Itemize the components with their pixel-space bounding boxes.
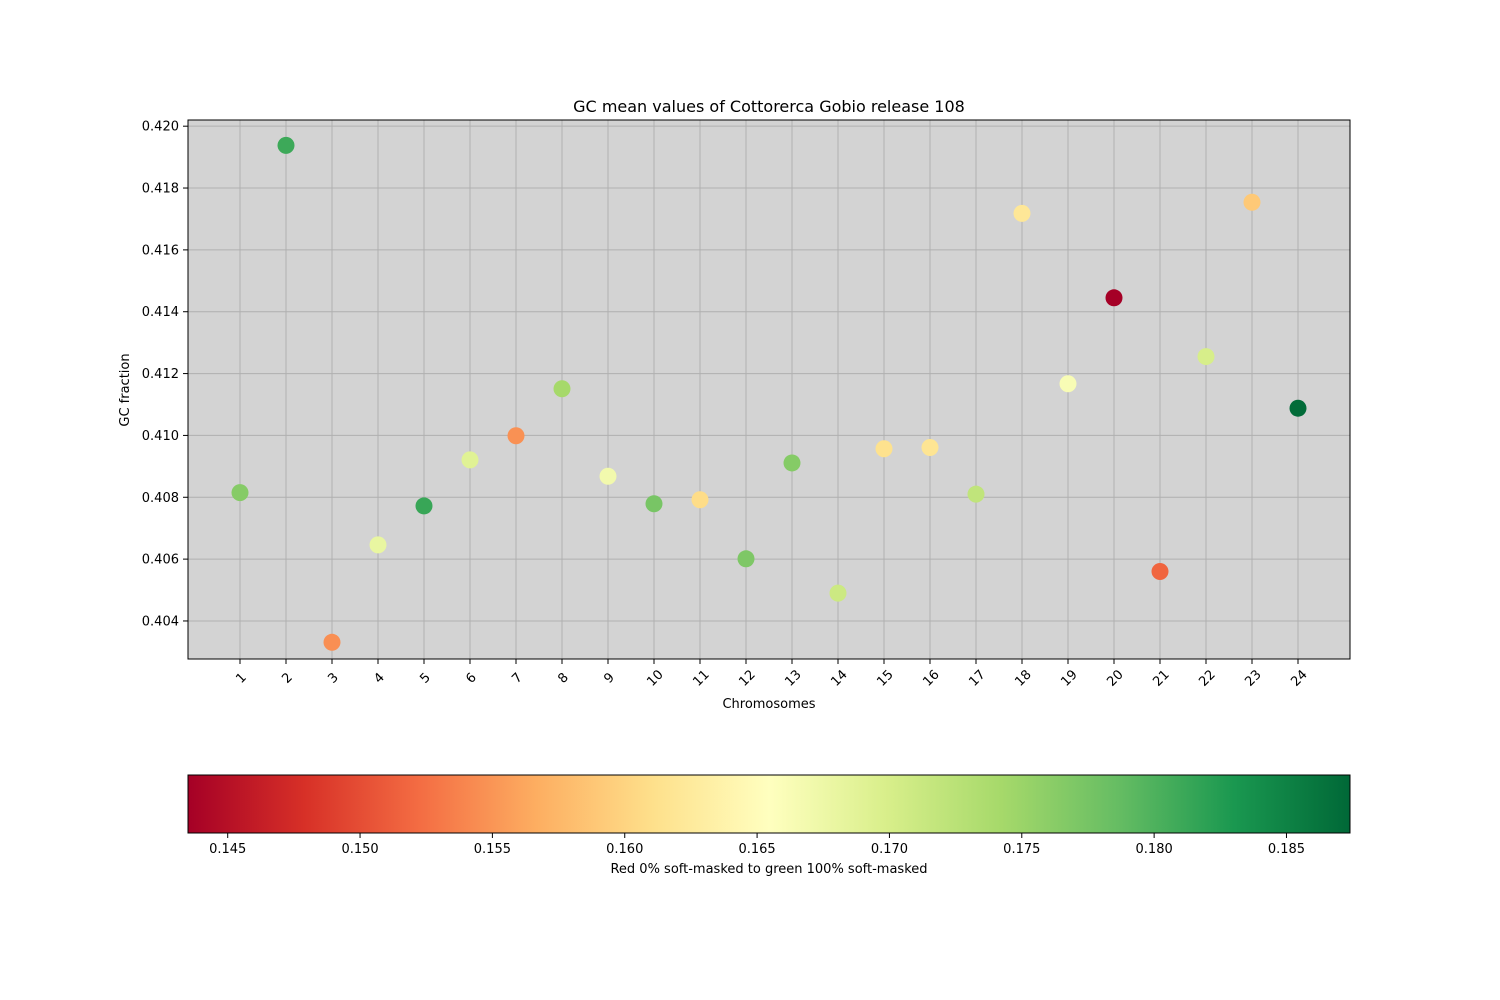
data-point bbox=[1151, 562, 1169, 580]
data-point bbox=[967, 485, 985, 503]
data-point bbox=[323, 633, 341, 651]
data-points bbox=[231, 136, 1307, 651]
colorbar-tick-label: 0.155 bbox=[474, 842, 511, 857]
data-point bbox=[369, 536, 387, 554]
x-tick-label: 5 bbox=[417, 670, 433, 686]
x-tick-label: 22 bbox=[1196, 667, 1218, 689]
plot-frame bbox=[187, 119, 1351, 660]
y-tick-label: 0.404 bbox=[142, 614, 179, 629]
colorbar-tick-label: 0.170 bbox=[871, 842, 908, 857]
x-tick-label: 8 bbox=[555, 670, 571, 686]
data-point bbox=[599, 467, 617, 485]
data-point bbox=[507, 427, 525, 445]
y-tick-label: 0.406 bbox=[142, 553, 179, 568]
y-axis-label: GC fraction bbox=[118, 353, 133, 426]
data-point bbox=[1289, 399, 1307, 417]
x-tick-label: 14 bbox=[828, 667, 850, 689]
x-tick-label: 16 bbox=[920, 667, 942, 689]
x-axis-label: Chromosomes bbox=[722, 697, 815, 712]
colorbar-tick-label: 0.180 bbox=[1136, 842, 1173, 857]
x-tick-label: 2 bbox=[279, 670, 295, 686]
grid-lines bbox=[188, 120, 1350, 659]
data-point bbox=[553, 380, 571, 398]
y-axis: 0.404 0.406 0.408 0.410 0.412 0.414 0.416 0.418… bbox=[142, 120, 188, 629]
x-tick-label: 20 bbox=[1104, 667, 1126, 689]
data-point bbox=[1243, 193, 1261, 211]
x-tick-label: 13 bbox=[782, 667, 804, 689]
y-tick-label: 0.410 bbox=[142, 429, 179, 444]
y-tick-label: 0.416 bbox=[142, 243, 179, 258]
x-tick-label: 24 bbox=[1288, 667, 1310, 689]
x-tick-label: 18 bbox=[1012, 667, 1034, 689]
chart-title: GC mean values of Cottorerca Gobio relea… bbox=[573, 97, 965, 116]
colorbar-tick-label: 0.185 bbox=[1268, 842, 1305, 857]
data-point bbox=[875, 440, 893, 458]
data-point bbox=[645, 495, 663, 513]
data-point bbox=[231, 484, 249, 502]
x-tick-label: 4 bbox=[371, 670, 387, 686]
y-tick-label: 0.408 bbox=[142, 491, 179, 506]
data-point bbox=[1013, 204, 1031, 222]
colorbar-tick-label: 0.145 bbox=[209, 842, 246, 857]
plot-area bbox=[188, 120, 1350, 659]
colorbar-ticks: 0.145 0.150 0.155 0.160 0.165 0.170 0.175 0.180… bbox=[209, 833, 1305, 857]
data-point bbox=[1197, 348, 1215, 366]
x-tick-label: 3 bbox=[325, 670, 341, 686]
x-axis: 1 2 3 4 5 6 7 8 9 10 11 12 13 14 15 16 17 18 19 20 21 22 23 24 bbox=[233, 659, 1311, 690]
x-tick-label: 9 bbox=[601, 670, 617, 686]
x-tick-label: 11 bbox=[690, 667, 712, 689]
x-tick-label: 17 bbox=[966, 667, 988, 689]
data-point bbox=[277, 136, 295, 154]
data-point bbox=[1105, 289, 1123, 307]
x-tick-label: 21 bbox=[1150, 667, 1172, 689]
y-tick-label: 0.420 bbox=[142, 120, 179, 135]
colorbar-tick-label: 0.150 bbox=[341, 842, 378, 857]
x-tick-label: 15 bbox=[874, 667, 896, 689]
data-point bbox=[783, 454, 801, 472]
x-tick-label: 7 bbox=[509, 670, 525, 686]
data-point bbox=[461, 451, 479, 469]
data-point bbox=[829, 584, 847, 602]
y-tick-label: 0.412 bbox=[142, 367, 179, 382]
data-point bbox=[921, 438, 939, 456]
colorbar bbox=[187, 774, 1351, 834]
data-point bbox=[415, 497, 433, 515]
x-tick-label: 1 bbox=[233, 670, 249, 686]
colorbar-tick-label: 0.165 bbox=[738, 842, 775, 857]
x-tick-label: 19 bbox=[1058, 667, 1080, 689]
data-point bbox=[737, 550, 755, 568]
y-tick-label: 0.414 bbox=[142, 305, 179, 320]
x-tick-label: 10 bbox=[644, 667, 666, 689]
colorbar-tick-label: 0.160 bbox=[606, 842, 643, 857]
colorbar-label: Red 0% soft-masked to green 100% soft-ma… bbox=[610, 862, 927, 877]
data-point bbox=[1059, 375, 1077, 393]
x-tick-label: 23 bbox=[1242, 667, 1264, 689]
x-tick-label: 12 bbox=[736, 667, 758, 689]
colorbar-tick-label: 0.175 bbox=[1003, 842, 1040, 857]
y-tick-label: 0.418 bbox=[142, 182, 179, 197]
x-tick-label: 6 bbox=[463, 670, 479, 686]
data-point bbox=[691, 491, 709, 509]
